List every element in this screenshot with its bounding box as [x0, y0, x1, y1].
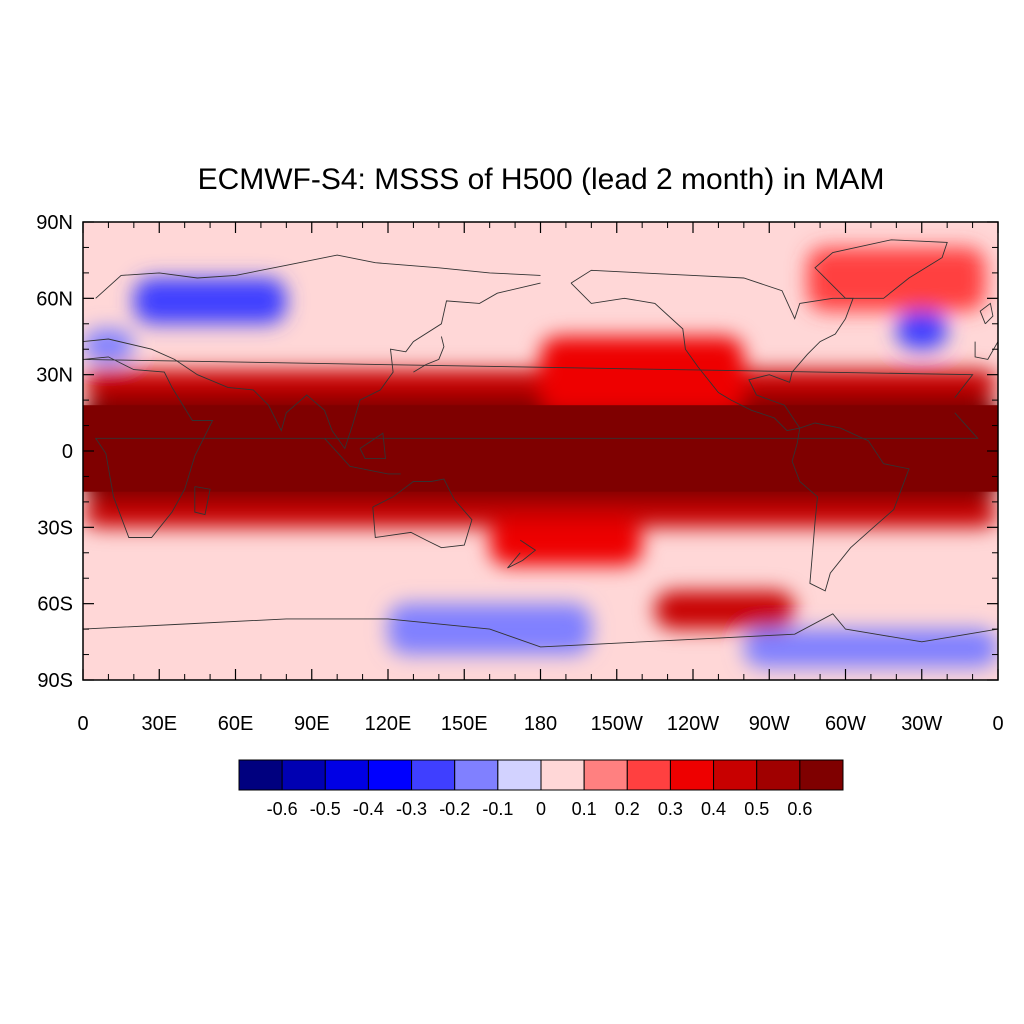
lon-tick-label: 150W [591, 713, 643, 735]
colorbar-label: -0.6 [267, 799, 298, 819]
lon-tick-label: 120E [365, 713, 412, 735]
lat-tick-label: 30N [36, 365, 73, 387]
colorbar-box [669, 759, 715, 791]
colorbar-box [626, 759, 671, 791]
colorbar-box [756, 759, 801, 791]
lon-tick-label: 120W [667, 713, 719, 735]
coastlines [83, 239, 998, 648]
coastline-12 [507, 539, 537, 569]
coastline-2 [95, 254, 541, 299]
colorbar-box [799, 759, 844, 791]
lon-tick-label: 90E [294, 713, 330, 735]
coastline-10 [324, 437, 401, 475]
colorbar-label: 0.4 [701, 799, 726, 819]
colorbar-box [238, 759, 283, 791]
colorbar-label: -0.5 [310, 799, 341, 819]
lon-tick-label: 150E [441, 713, 488, 735]
colorbar-box [411, 759, 456, 791]
lon-tick-label: 0 [77, 713, 88, 735]
colorbar-label: 0.1 [572, 799, 597, 819]
lat-tick-label: 30S [37, 517, 73, 539]
colorbar-label: 0.3 [658, 799, 683, 819]
coastline-3 [413, 336, 445, 373]
field-region-southern-ocean-high-skill [654, 590, 795, 630]
coastline-4 [372, 478, 473, 549]
colorbar-label: -0.2 [439, 799, 470, 819]
field-region-eurasia-low-skill [133, 277, 287, 324]
coastline-9 [83, 613, 998, 648]
coastline-14 [979, 302, 994, 325]
field-region-antarctic-coast-low-skill [743, 629, 998, 668]
colorbar-label: -0.3 [396, 799, 427, 819]
colorbar-box [367, 759, 413, 791]
colorbar-label: -0.1 [482, 799, 513, 819]
field-region-greenland-high-skill [807, 247, 986, 312]
coastline-0 [83, 356, 979, 538]
colorbar-box [497, 759, 542, 791]
lon-tick-label: 90W [749, 713, 790, 735]
colorbar-box [540, 759, 585, 791]
chart-title: ECMWF-S4: MSSS of H500 (lead 2 month) in… [197, 163, 885, 196]
coastline-5 [570, 282, 800, 432]
lon-tick-label: 30W [901, 713, 942, 735]
field-region-subtropical-south [83, 501, 998, 528]
lon-tick-label: 60E [218, 713, 254, 735]
colorbar-label: 0.6 [787, 799, 812, 819]
lon-tick-label: 60W [825, 713, 866, 735]
lon-tick-label: 0 [992, 713, 1003, 735]
colorbar-label: -0.4 [353, 799, 384, 819]
colorbar-label: 0.2 [615, 799, 640, 819]
colorbar-box [583, 759, 628, 791]
field-region-atlantic-low-skill [896, 311, 948, 350]
field-region-north-pacific-high-skill [540, 336, 744, 413]
lat-tick-label: 0 [62, 441, 73, 463]
lat-tick-label: 60N [36, 288, 73, 310]
colorbar-box [324, 759, 369, 791]
lat-tick-label: 90N [36, 212, 73, 234]
skill-field [83, 222, 998, 680]
coastline-1 [83, 282, 541, 450]
lat-tick-label: 60S [37, 594, 73, 616]
colorbar-label: 0 [536, 799, 546, 819]
coastline-8 [814, 239, 948, 299]
colorbar-box [281, 759, 326, 791]
field-region-south-pacific-high-skill [489, 522, 643, 566]
coastline-6 [570, 269, 854, 429]
coastline-15 [974, 341, 998, 360]
colorbar-box [713, 759, 758, 791]
lon-tick-label: 180 [524, 713, 557, 735]
coastline-13 [194, 486, 211, 516]
lon-tick-label: 30E [141, 713, 177, 735]
coastline-11 [359, 432, 386, 460]
lat-tick-label: 90S [37, 670, 73, 692]
tropical-core [83, 405, 998, 492]
colorbar-box [454, 759, 499, 791]
coastline-7 [791, 422, 910, 592]
field-region-europe-low-skill [83, 328, 134, 362]
colorbar-label: 0.5 [744, 799, 769, 819]
colorbar: -0.6 -0.5 -0.4 -0.3 -0.2 -0.1 0 0.1 0.2 0.3 0.4 0.5… [238, 759, 844, 819]
